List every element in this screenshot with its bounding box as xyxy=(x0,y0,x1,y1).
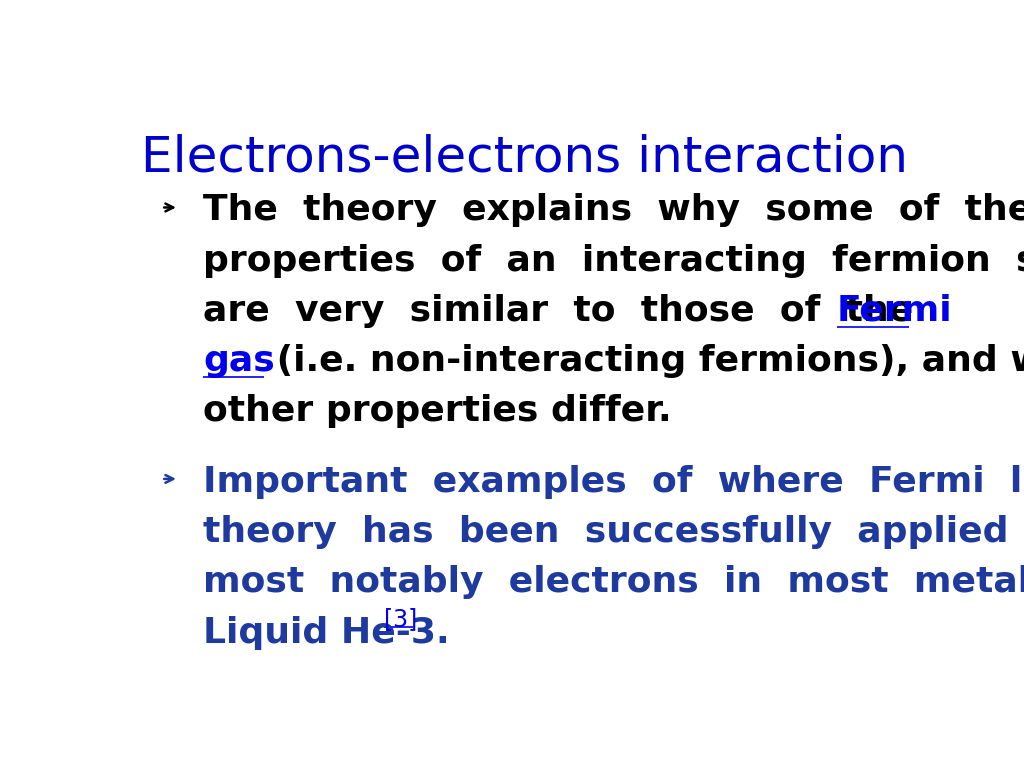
Text: [3]: [3] xyxy=(384,607,417,631)
Text: most  notably  electrons  in  most  metals  and: most notably electrons in most metals an… xyxy=(204,565,1024,599)
Text: The  theory  explains  why  some  of  the: The theory explains why some of the xyxy=(204,194,1024,227)
Text: are  very  similar  to  those  of  the: are very similar to those of the xyxy=(204,294,939,328)
Text: Important  examples  of  where  Fermi  liquid: Important examples of where Fermi liquid xyxy=(204,465,1024,499)
Text: Liquid He-3.: Liquid He-3. xyxy=(204,616,450,650)
Text: theory  has  been  successfully  applied  are: theory has been successfully applied are xyxy=(204,515,1024,549)
Text: (i.e. non-interacting fermions), and why: (i.e. non-interacting fermions), and why xyxy=(264,344,1024,378)
Text: other properties differ.: other properties differ. xyxy=(204,395,672,429)
Text: Fermi: Fermi xyxy=(837,294,952,328)
Text: Electrons-electrons interaction: Electrons-electrons interaction xyxy=(141,134,908,181)
Text: properties  of  an  interacting  fermion  system: properties of an interacting fermion sys… xyxy=(204,243,1024,278)
Text: gas: gas xyxy=(204,344,275,378)
